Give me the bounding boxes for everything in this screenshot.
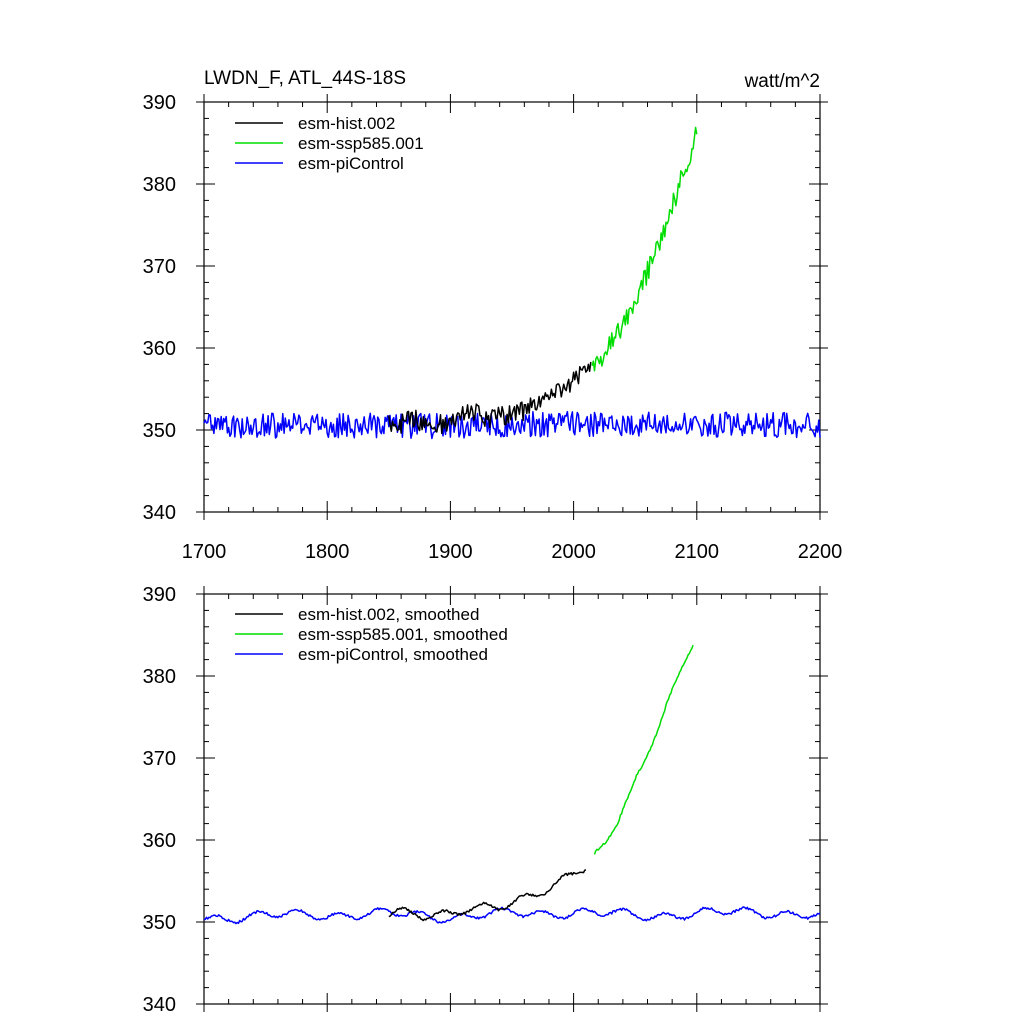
legend-label-pi-smoothed: esm-piControl, smoothed <box>298 645 488 664</box>
y-tick-label: 340 <box>143 994 176 1016</box>
series-line-esm-hist-002 <box>388 361 592 435</box>
legend-label-hist: esm-hist.002 <box>298 114 395 133</box>
y-tick-label: 350 <box>143 420 176 442</box>
series-line-esm-ssp585-001 <box>591 126 698 372</box>
series-line-esm-hist-002-smoothed <box>388 869 587 922</box>
y-tick-label: 350 <box>143 912 176 934</box>
y-tick-label: 360 <box>143 830 176 852</box>
x-tick-label: 1800 <box>305 541 350 563</box>
bottom-panel-series <box>204 644 821 925</box>
x-tick-label: 1700 <box>182 541 227 563</box>
y-tick-label: 380 <box>143 174 176 196</box>
bottom-panel-ticks <box>196 586 828 1012</box>
series-line-esm-ssp585-001-smoothed <box>593 644 694 855</box>
y-tick-label: 370 <box>143 748 176 770</box>
bottom-panel: 340 350 360 370 380 390 esm-hist.002, smoothe… <box>143 584 828 1016</box>
x-tick-label: 2100 <box>675 541 720 563</box>
y-tick-label: 370 <box>143 256 176 278</box>
x-tick-label: 2200 <box>798 541 843 563</box>
y-tick-label: 380 <box>143 666 176 688</box>
bottom-panel-y-tick-labels: 340 350 360 370 380 390 <box>143 584 176 1016</box>
y-tick-label: 390 <box>143 584 176 606</box>
units-label: watt/m^2 <box>744 71 820 92</box>
top-panel-frame <box>203 101 821 513</box>
legend-label-ssp-smoothed: esm-ssp585.001, smoothed <box>298 625 508 644</box>
y-tick-label: 340 <box>143 502 176 524</box>
top-panel-y-tick-labels: 340 350 360 370 380 390 <box>143 92 176 524</box>
y-tick-label: 360 <box>143 338 176 360</box>
chart-title: LWDN_F, ATL_44S-18S <box>204 68 406 89</box>
legend-label-ssp: esm-ssp585.001 <box>298 134 424 153</box>
x-tick-label: 2000 <box>551 541 596 563</box>
top-panel-x-tick-labels: 1700 1800 1900 2000 2100 2200 <box>182 541 843 563</box>
legend-label-pi: esm-piControl <box>298 154 404 173</box>
top-panel: 340 350 360 370 380 390 1700 1800 1900 2000 2100 2… <box>143 92 843 563</box>
x-tick-label: 1900 <box>428 541 473 563</box>
top-panel-ticks <box>196 94 828 520</box>
bottom-panel-frame <box>203 593 821 1005</box>
y-tick-label: 390 <box>143 92 176 114</box>
series-line-esm-picontrol-smoothed <box>204 906 821 925</box>
top-panel-series <box>203 126 821 440</box>
legend-label-hist-smoothed: esm-hist.002, smoothed <box>298 605 479 624</box>
top-panel-legend: esm-hist.002 esm-ssp585.001 esm-piContro… <box>235 114 424 173</box>
bottom-panel-legend: esm-hist.002, smoothed esm-ssp585.001, s… <box>235 605 508 664</box>
